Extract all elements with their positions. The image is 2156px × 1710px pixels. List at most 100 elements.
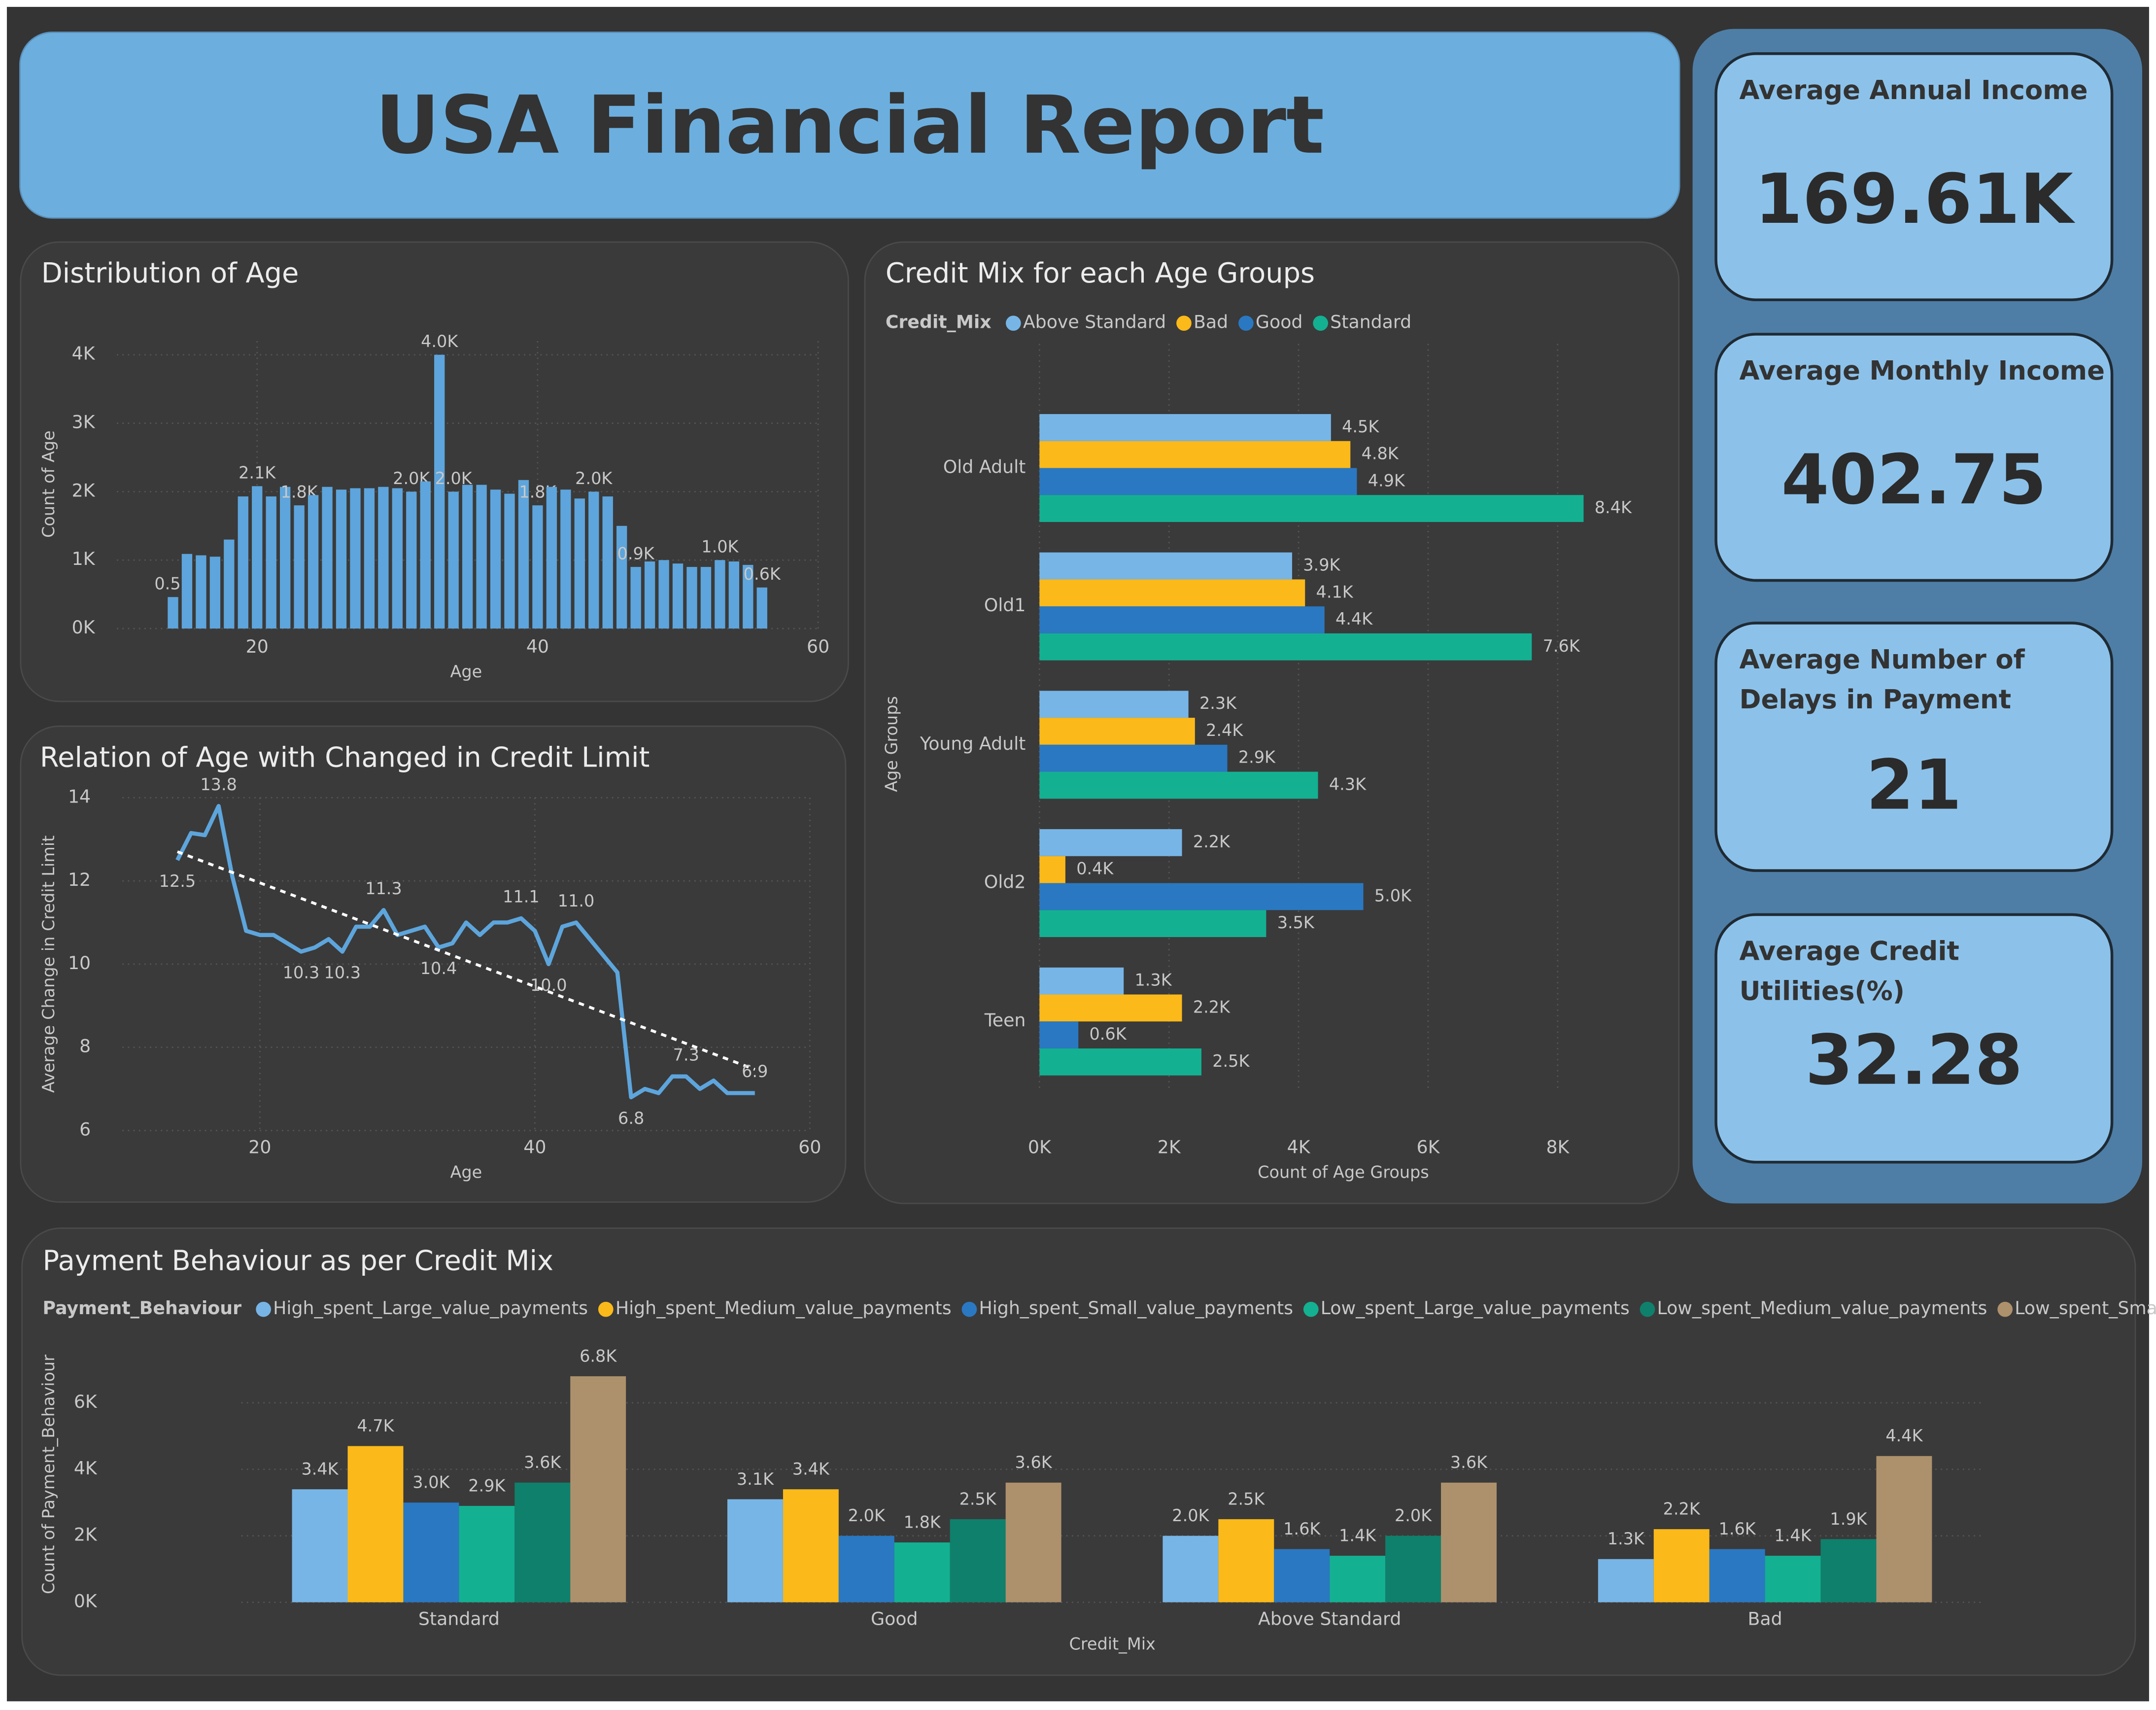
data-label: 2.9K xyxy=(1238,748,1276,767)
legend-label: Low_spent_Medium_value_payments xyxy=(1657,1297,1987,1319)
data-label: 3.6K xyxy=(1450,1453,1488,1472)
bar xyxy=(266,496,276,629)
y-tick-label: 4K xyxy=(72,343,96,364)
kpi-label: Average Annual Income xyxy=(1739,75,2088,106)
category-label: Old2 xyxy=(984,872,1026,893)
bar xyxy=(686,567,697,629)
data-label: 4.3K xyxy=(1329,774,1367,794)
data-label: 2.2K xyxy=(1193,997,1231,1016)
data-label: 5.0K xyxy=(1374,886,1412,905)
bar xyxy=(514,1482,571,1603)
bar xyxy=(560,489,571,629)
data-label: 1.8K xyxy=(904,1513,941,1532)
category-label: Standard xyxy=(418,1608,500,1630)
category-label: Young Adult xyxy=(920,733,1026,754)
bar xyxy=(1039,856,1065,883)
data-label: 11.1 xyxy=(503,887,540,907)
legend-label: Standard xyxy=(1330,312,1411,333)
y-tick-label: 14 xyxy=(68,786,91,807)
kpi-card: Average Annual Income 169.61K xyxy=(1714,52,2114,302)
x-tick-label: 4K xyxy=(1287,1137,1311,1158)
bar xyxy=(1039,1021,1079,1048)
bar xyxy=(364,488,375,629)
bar xyxy=(574,498,585,629)
bar xyxy=(504,493,515,629)
bar xyxy=(403,1502,459,1603)
bar xyxy=(434,354,445,629)
legend-label: Low_spent_Large_value_payments xyxy=(1321,1297,1630,1319)
bar xyxy=(1039,1048,1201,1076)
bar xyxy=(1765,1556,1821,1603)
bar xyxy=(743,564,753,629)
bar xyxy=(1441,1482,1497,1603)
data-label: 2.2K xyxy=(1193,832,1231,851)
bar xyxy=(630,567,641,629)
bar xyxy=(350,488,361,629)
bar xyxy=(1274,1549,1330,1603)
report-title: USA Financial Report xyxy=(375,78,1325,172)
bar xyxy=(336,489,347,629)
bar xyxy=(546,487,557,629)
bar xyxy=(1005,1482,1061,1603)
data-label: 11.0 xyxy=(558,891,595,910)
data-label: 8.4K xyxy=(1595,498,1632,517)
x-axis-label: Age xyxy=(450,1162,482,1182)
data-label: 11.3 xyxy=(365,879,402,898)
bar xyxy=(1039,744,1228,772)
category-label: Old1 xyxy=(984,594,1026,616)
legend-title: Payment_Behaviour xyxy=(42,1297,241,1319)
y-tick-label: 3K xyxy=(72,412,96,433)
data-label: 4.4K xyxy=(1335,609,1373,628)
panel xyxy=(21,1227,2136,1676)
y-tick-label: 0K xyxy=(74,1590,98,1611)
x-tick-label: 40 xyxy=(526,636,549,657)
bar xyxy=(1039,967,1124,995)
data-label: 7.3 xyxy=(673,1045,699,1064)
y-tick-label: 2K xyxy=(72,480,96,501)
data-label: 10.3 xyxy=(324,963,361,982)
legend-label: High_spent_Medium_value_payments xyxy=(616,1297,952,1319)
legend-marker xyxy=(1303,1301,1319,1317)
bar xyxy=(644,561,655,629)
data-label: 4.1K xyxy=(1316,582,1354,601)
category-label: Above Standard xyxy=(1258,1608,1401,1630)
x-tick-label: 20 xyxy=(246,636,269,657)
bar xyxy=(420,481,431,629)
bar xyxy=(462,485,473,629)
y-tick-label: 6K xyxy=(74,1391,98,1412)
data-label: 6.9 xyxy=(742,1062,768,1081)
x-axis-label: Age xyxy=(450,662,482,681)
data-label: 2.4K xyxy=(1206,721,1243,740)
bar xyxy=(1709,1549,1765,1603)
bar xyxy=(1163,1536,1219,1603)
kpi-card: Average Number of Delays in Payment 21 xyxy=(1714,622,2114,872)
chart-title: Distribution of Age xyxy=(41,257,299,289)
bar xyxy=(838,1536,894,1603)
kpi-value: 169.61K xyxy=(1754,159,2074,240)
bar xyxy=(448,491,459,629)
bar xyxy=(1598,1559,1654,1603)
data-label: 1.4K xyxy=(1339,1526,1376,1545)
kpi-panel: Average Annual Income 169.61K Average Mon… xyxy=(1692,29,2142,1204)
data-label: 10.4 xyxy=(420,959,457,978)
legend-title: Credit_Mix xyxy=(886,312,992,333)
kpi-value: 32.28 xyxy=(1805,1020,2023,1101)
data-label: 1.3K xyxy=(1135,971,1172,990)
data-label: 0.6K xyxy=(744,564,781,584)
bar xyxy=(602,496,613,629)
bar xyxy=(1039,468,1357,495)
legend-marker xyxy=(1238,315,1254,331)
data-label: 10.0 xyxy=(530,976,567,995)
bar xyxy=(1039,771,1318,799)
bar xyxy=(392,488,403,629)
x-tick-label: 60 xyxy=(798,1137,821,1158)
y-axis-label: Count of Age xyxy=(39,430,58,538)
bar xyxy=(378,487,389,629)
legend-label: Good xyxy=(1256,312,1302,333)
bar xyxy=(292,1489,348,1603)
data-label: 4.0K xyxy=(421,332,458,351)
x-axis-label: Count of Age Groups xyxy=(1258,1162,1429,1182)
data-label: 2.1K xyxy=(239,463,276,483)
data-label: 4.9K xyxy=(1368,471,1405,490)
